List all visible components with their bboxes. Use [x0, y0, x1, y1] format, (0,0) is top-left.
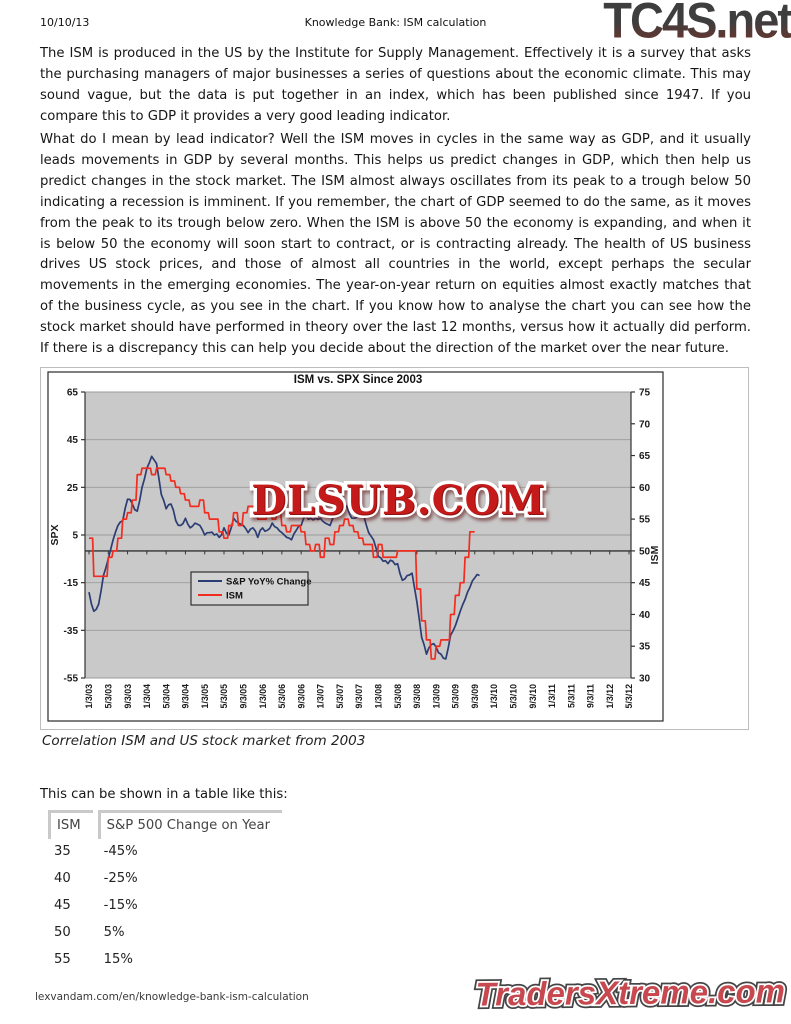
table-header-row: ISM S&P 500 Change on Year — [48, 810, 283, 839]
svg-text:5/3/12: 5/3/12 — [624, 684, 634, 709]
logo-text: TradersXtreme.com — [475, 972, 786, 1013]
svg-text:9/3/04: 9/3/04 — [181, 684, 191, 709]
cell-change: 5% — [103, 925, 125, 940]
cell-change: -25% — [103, 871, 138, 886]
svg-text:50: 50 — [639, 546, 651, 557]
svg-text:5/3/04: 5/3/04 — [161, 684, 171, 709]
cell-ism: 45 — [54, 898, 71, 913]
table-header-ism: ISM — [48, 810, 93, 839]
svg-text:1/3/08: 1/3/08 — [373, 684, 383, 709]
svg-text:55: 55 — [639, 515, 651, 526]
paragraph-lead-indicator: What do I mean by lead indicator? Well t… — [40, 132, 751, 357]
svg-text:1/3/12: 1/3/12 — [605, 684, 615, 709]
ism-spx-chart-figure: 65 45 25 5 -15 -35 -55 75 70 65 60 55 50 45 40 35 30 SPX I… — [40, 367, 749, 730]
svg-text:60: 60 — [639, 483, 651, 494]
svg-text:5/3/03: 5/3/03 — [103, 684, 113, 709]
table-row: 35 -45% — [48, 839, 282, 866]
svg-text:5/3/05: 5/3/05 — [219, 684, 229, 709]
svg-text:9/3/09: 9/3/09 — [470, 684, 480, 709]
table-row: 40 -25% — [48, 866, 282, 893]
cell-change: 15% — [103, 952, 133, 967]
svg-text:1/3/04: 1/3/04 — [142, 684, 152, 709]
svg-text:9/3/10: 9/3/10 — [528, 684, 538, 709]
svg-text:45: 45 — [67, 435, 79, 446]
svg-text:1/3/06: 1/3/06 — [258, 684, 268, 709]
tradersxtreme-logo: TradersXtreme.com TradersXtreme.com Trad… — [472, 969, 789, 1017]
svg-text:30: 30 — [639, 674, 651, 685]
table-row: 45 -15% — [48, 893, 282, 920]
svg-text:70: 70 — [639, 419, 651, 430]
svg-text:65: 65 — [639, 451, 651, 462]
cell-change: -45% — [103, 844, 138, 859]
svg-text:5/3/06: 5/3/06 — [277, 684, 287, 709]
table-intro-text: This can be shown in a table like this: — [40, 787, 288, 802]
svg-text:65: 65 — [67, 388, 79, 399]
cell-change: -15% — [103, 898, 138, 913]
svg-text:-55: -55 — [64, 674, 79, 685]
svg-text:9/3/11: 9/3/11 — [586, 684, 596, 708]
svg-text:1/3/07: 1/3/07 — [316, 684, 326, 709]
svg-text:9/3/03: 9/3/03 — [123, 684, 133, 709]
svg-text:5: 5 — [72, 531, 78, 542]
svg-text:1/3/09: 1/3/09 — [431, 684, 441, 709]
svg-text:ISM: ISM — [649, 545, 661, 564]
chart-legend: S&P YoY% Change ISM — [190, 571, 312, 606]
header-title: Knowledge Bank: ISM calculation — [304, 16, 487, 29]
cell-ism: 55 — [54, 952, 71, 967]
svg-text:35: 35 — [639, 642, 651, 653]
svg-text:5/3/07: 5/3/07 — [335, 684, 345, 709]
svg-text:ISM vs. SPX Since 2003: ISM vs. SPX Since 2003 — [294, 374, 423, 386]
svg-text:1/3/03: 1/3/03 — [84, 684, 94, 709]
svg-text:9/3/07: 9/3/07 — [354, 684, 364, 709]
cell-ism: 35 — [54, 844, 71, 859]
svg-text:-15: -15 — [64, 578, 79, 589]
svg-text:9/3/06: 9/3/06 — [296, 684, 306, 709]
svg-text:5/3/11: 5/3/11 — [566, 684, 576, 708]
paragraph-ism-intro: The ISM is produced in the US by the Ins… — [40, 46, 751, 124]
chart-caption: Correlation ISM and US stock market from… — [42, 733, 366, 749]
table-row: 55 15% — [48, 947, 282, 974]
svg-text:40: 40 — [639, 610, 651, 621]
table-header-sp500-change: S&P 500 Change on Year — [97, 810, 283, 839]
svg-text:SPX: SPX — [49, 524, 61, 545]
svg-text:ISM: ISM — [226, 591, 243, 602]
ism-spx-chart: 65 45 25 5 -15 -35 -55 75 70 65 60 55 50 45 40 35 30 SPX I… — [47, 371, 664, 722]
header-date: 10/10/13 — [40, 16, 90, 29]
table-row: 50 5% — [48, 920, 282, 947]
cell-ism: 50 — [54, 925, 71, 940]
svg-text:1/3/05: 1/3/05 — [200, 684, 210, 709]
svg-text:1/3/10: 1/3/10 — [489, 684, 499, 709]
svg-text:-35: -35 — [64, 626, 79, 637]
svg-text:9/3/05: 9/3/05 — [238, 684, 248, 709]
cell-ism: 40 — [54, 871, 71, 886]
svg-text:5/3/10: 5/3/10 — [508, 684, 518, 709]
svg-text:5/3/08: 5/3/08 — [393, 684, 403, 709]
svg-text:45: 45 — [639, 578, 651, 589]
svg-text:75: 75 — [639, 388, 651, 399]
svg-text:1/3/11: 1/3/11 — [547, 684, 557, 708]
svg-text:25: 25 — [67, 483, 79, 494]
svg-text:5/3/09: 5/3/09 — [451, 684, 461, 709]
footer-url: lexvandam.com/en/knowledge-bank-ism-calc… — [35, 991, 309, 1003]
svg-text:9/3/08: 9/3/08 — [412, 684, 422, 709]
ism-sp500-table: ISM S&P 500 Change on Year 35 -45% 40 -2… — [43, 810, 287, 974]
svg-text:S&P YoY% Change: S&P YoY% Change — [226, 577, 312, 588]
tc4s-logo: TC4S.net — [603, 0, 791, 49]
